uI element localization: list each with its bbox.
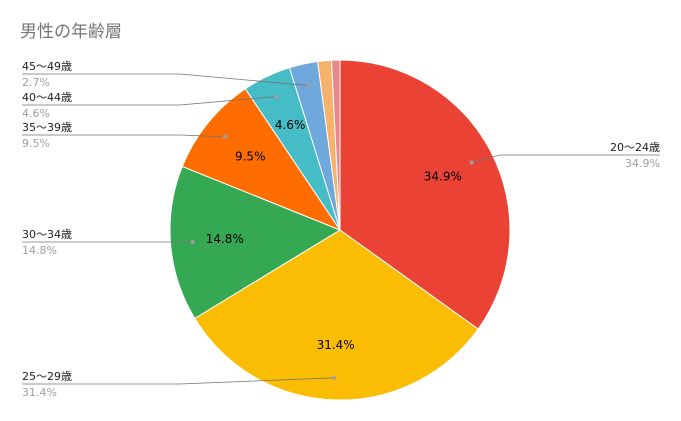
pie-slice — [181, 88, 342, 232]
slice-label: 34.9% — [424, 170, 462, 184]
legend-value: 31.4% — [22, 386, 57, 399]
leader-line — [22, 96, 277, 106]
leader-line — [22, 377, 335, 385]
slice-label: 9.5% — [235, 150, 266, 164]
leader-dot — [274, 94, 279, 99]
slice-label: 4.6% — [275, 118, 306, 132]
pie-slice — [330, 59, 341, 231]
legend-value: 9.5% — [22, 137, 50, 150]
legend-label: 40〜44歳 — [22, 91, 72, 104]
leader-dot — [223, 134, 228, 139]
pie-slice — [169, 165, 342, 320]
legend-value: 34.9% — [625, 157, 660, 170]
leader-dot — [306, 83, 311, 88]
legend-label: 30〜34歳 — [22, 228, 72, 241]
pie-slice — [339, 59, 511, 330]
legend-label: 25〜29歳 — [22, 370, 72, 383]
legend-value: 2.7% — [22, 76, 50, 89]
leader-dot — [190, 240, 195, 245]
legend-value: 14.8% — [22, 244, 57, 257]
leader-line — [22, 134, 226, 138]
legend-label: 20〜24歳 — [610, 141, 660, 154]
slice-label: 31.4% — [317, 338, 355, 352]
leader-dot — [469, 160, 474, 165]
pie-slice — [194, 229, 479, 401]
legend-value: 4.6% — [22, 107, 50, 120]
leader-line — [471, 154, 660, 163]
legend-label: 45〜49歳 — [22, 60, 72, 73]
legend-label: 35〜39歳 — [22, 121, 72, 134]
leader-dot — [332, 375, 337, 380]
slice-label: 14.8% — [206, 232, 244, 246]
chart-title: 男性の年齢層 — [20, 22, 122, 42]
leader-line — [22, 73, 309, 86]
